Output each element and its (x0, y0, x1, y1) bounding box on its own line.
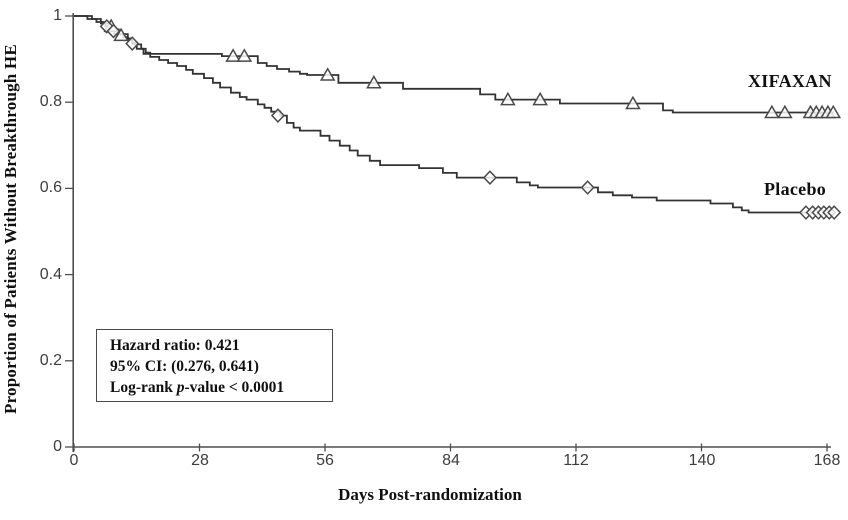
censor-mark-triangle (532, 91, 548, 106)
censor-mark-triangle (500, 91, 516, 106)
censor-mark-triangle (319, 67, 336, 81)
censor-mark-diamond (270, 108, 285, 123)
y-tick-label: 0 (53, 438, 62, 455)
x-tick-label: 168 (813, 452, 841, 469)
log-rank-text: Log-rank p-value < 0.0001 (110, 377, 332, 398)
x-tick-label: 56 (316, 452, 334, 469)
censor-mark-diamond (827, 205, 842, 220)
censor-mark-diamond (482, 170, 497, 186)
km-curve-xifaxan (74, 15, 834, 114)
log-rank-pre: Log-rank (110, 379, 177, 396)
y-tick-label: 0.6 (39, 179, 62, 196)
x-axis-title: Days Post-randomization (338, 485, 522, 504)
x-tick-label: 84 (442, 452, 460, 469)
y-axis-title: Proportion of Patients Without Breakthro… (1, 44, 20, 414)
stats-annotation-box: Hazard ratio: 0.421 95% CI: (0.276, 0.64… (96, 329, 333, 402)
y-tick-label: 0.8 (39, 93, 62, 110)
x-tick-label: 0 (69, 452, 79, 469)
x-tick-label: 140 (688, 452, 716, 469)
censor-mark-triangle (764, 104, 780, 119)
y-tick-label: 0.4 (39, 266, 62, 283)
censor-mark-diamond (125, 36, 140, 51)
km-curve-placebo (74, 15, 834, 214)
log-rank-p-italic: p (176, 379, 185, 396)
censor-mark-triangle (113, 27, 129, 42)
series-label-placebo: Placebo (764, 179, 827, 199)
y-tick-label: 0.2 (39, 352, 62, 369)
censor-mark-diamond (99, 18, 114, 34)
censor-mark-triangle (225, 48, 241, 62)
series-label-xifaxan: XIFAXAN (748, 71, 832, 91)
censor-mark-diamond (106, 23, 121, 39)
censor-mark-triangle (777, 104, 793, 119)
y-tick-label: 1 (53, 7, 62, 24)
censor-mark-triangle (236, 48, 253, 62)
log-rank-post: -value < 0.0001 (184, 379, 285, 396)
censor-mark-diamond (580, 180, 595, 195)
confidence-interval-text: 95% CI: (0.276, 0.641) (110, 358, 259, 375)
x-tick-label: 112 (563, 452, 589, 469)
censor-mark-triangle (366, 75, 382, 89)
x-tick-label: 28 (191, 452, 209, 469)
censor-mark-triangle (825, 104, 842, 119)
hazard-ratio-text: Hazard ratio: 0.421 (110, 337, 240, 354)
censor-mark-triangle (625, 95, 641, 110)
